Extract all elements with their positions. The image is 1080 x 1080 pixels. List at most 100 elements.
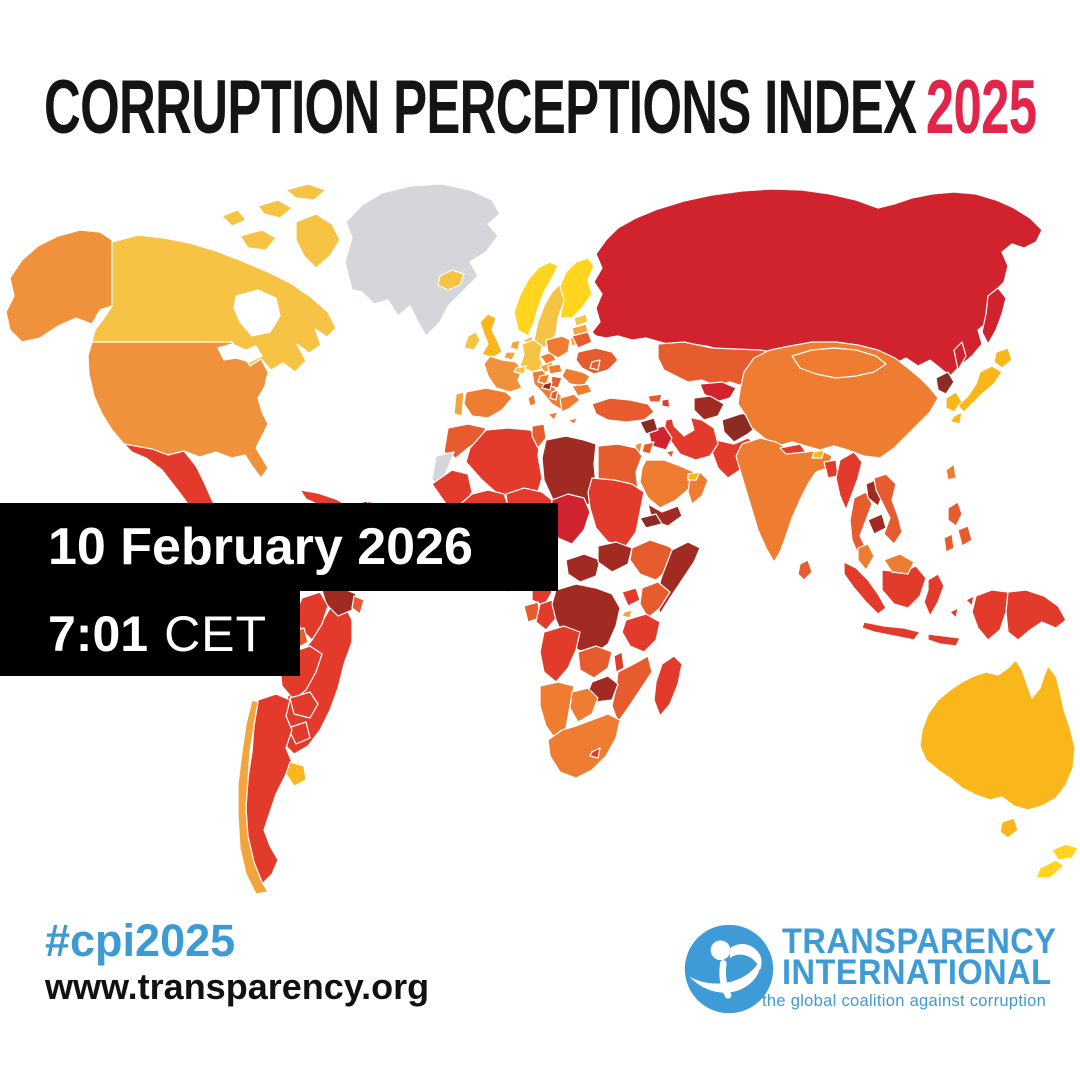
region-venezuela xyxy=(321,587,357,617)
region-guyana xyxy=(351,595,365,615)
region-bhutan xyxy=(811,449,825,459)
hashtag: #cpi2025 xyxy=(45,915,236,966)
region-tanzania xyxy=(621,613,661,653)
region-france xyxy=(483,355,523,393)
region-finland xyxy=(559,257,595,319)
region-japan-hokkaido xyxy=(993,347,1013,369)
title-year: 2025 xyxy=(925,65,1037,150)
region-bangladesh xyxy=(823,459,839,479)
region-north-korea xyxy=(935,371,955,395)
region-algeria xyxy=(465,427,543,507)
title-text: CORRUPTION PERCEPTIONS INDEX xyxy=(44,65,917,150)
region-borneo-malaysia xyxy=(883,553,915,575)
region-papua-new-guinea xyxy=(1005,589,1067,641)
region-new-zealand-south xyxy=(1035,859,1065,879)
region-papua-indonesia xyxy=(971,589,1009,641)
region-spain xyxy=(463,387,513,419)
region-south-korea xyxy=(945,391,963,413)
caspian-sea xyxy=(667,387,695,437)
region-kenya xyxy=(639,581,671,619)
region-arctic-island-3 xyxy=(257,199,293,219)
great-lakes xyxy=(217,343,263,363)
region-arctic-island-4 xyxy=(295,213,341,269)
region-moldova xyxy=(589,359,601,371)
region-uganda xyxy=(621,587,641,607)
region-belgium xyxy=(503,351,517,361)
region-greenland xyxy=(344,183,501,337)
time-value: 7:01 xyxy=(48,605,149,662)
globe-swoosh xyxy=(689,959,761,993)
region-lesser-sunda xyxy=(927,633,961,647)
region-norway xyxy=(513,261,559,337)
region-greece xyxy=(559,393,581,413)
region-chile xyxy=(237,699,269,895)
region-estonia xyxy=(573,313,589,327)
region-georgia xyxy=(647,393,663,403)
region-new-zealand-north xyxy=(1051,843,1079,861)
region-albania xyxy=(549,389,559,401)
region-tasmania xyxy=(999,817,1019,839)
region-central-african-republic xyxy=(565,553,601,583)
region-japan-honshu xyxy=(957,365,1003,413)
release-time-box: 7:01 CET xyxy=(0,591,300,676)
region-sumatra xyxy=(843,561,887,615)
region-vietnam xyxy=(873,473,903,545)
region-alaska xyxy=(5,229,113,343)
release-date: 10 February 2026 xyxy=(48,518,473,576)
region-netherlands xyxy=(509,339,521,351)
region-java xyxy=(861,621,921,641)
region-jordan xyxy=(641,441,655,455)
region-cambodia xyxy=(867,513,887,535)
region-congo xyxy=(535,599,557,631)
region-lesotho xyxy=(589,747,601,759)
region-rwanda xyxy=(621,609,633,619)
page-title: CORRUPTION PERCEPTIONS INDEX 2025 xyxy=(44,64,1037,151)
region-arctic-island-2 xyxy=(285,183,327,201)
region-sri-lanka xyxy=(797,559,813,581)
timezone-label: CET xyxy=(164,605,268,662)
region-nepal xyxy=(779,443,807,455)
figure-arm xyxy=(729,944,762,970)
region-sardinia xyxy=(527,393,537,407)
region-sakhalin xyxy=(953,341,967,371)
region-romania xyxy=(561,367,591,387)
region-myanmar xyxy=(835,451,863,511)
logo-line2: INTERNATIONAL xyxy=(782,953,1052,992)
region-botswana xyxy=(569,687,599,723)
region-paraguay xyxy=(287,721,311,745)
region-angola xyxy=(539,625,581,683)
transparency-international-logo: TRANSPARENCY INTERNATIONAL the global co… xyxy=(682,920,1057,1020)
region-iceland xyxy=(437,269,465,291)
region-poland xyxy=(545,335,571,359)
region-portugal xyxy=(453,391,465,417)
region-kuwait xyxy=(665,449,675,459)
logo-wordmark: TRANSPARENCY INTERNATIONAL the global co… xyxy=(762,922,1057,1011)
website-url: www.transparency.org xyxy=(45,966,430,1007)
region-bolivia xyxy=(289,691,319,719)
region-belarus xyxy=(571,331,593,349)
logo-tagline: the global coalition against corruption xyxy=(762,992,1047,1010)
region-switzerland xyxy=(513,365,527,375)
region-philippines-luzon xyxy=(947,501,963,527)
region-arctic-island-5 xyxy=(221,209,247,227)
region-australia xyxy=(919,659,1076,811)
region-japan-kyushu xyxy=(949,411,963,425)
region-ireland xyxy=(463,331,481,351)
map-regions xyxy=(5,183,1079,895)
region-south-africa xyxy=(547,713,621,779)
region-saudi-arabia xyxy=(639,459,695,509)
region-crete xyxy=(567,417,579,425)
region-hungary xyxy=(547,363,563,375)
hudson-bay xyxy=(233,289,281,337)
region-bosnia xyxy=(541,381,553,391)
region-sulawesi xyxy=(923,573,945,617)
region-south-sudan xyxy=(597,541,633,573)
region-zambia xyxy=(577,645,613,679)
figure-body xyxy=(719,960,732,999)
region-syria xyxy=(639,417,659,435)
region-kamchatka xyxy=(981,287,1007,345)
logo-line1: TRANSPARENCY xyxy=(782,922,1057,961)
region-uruguay xyxy=(285,761,307,787)
